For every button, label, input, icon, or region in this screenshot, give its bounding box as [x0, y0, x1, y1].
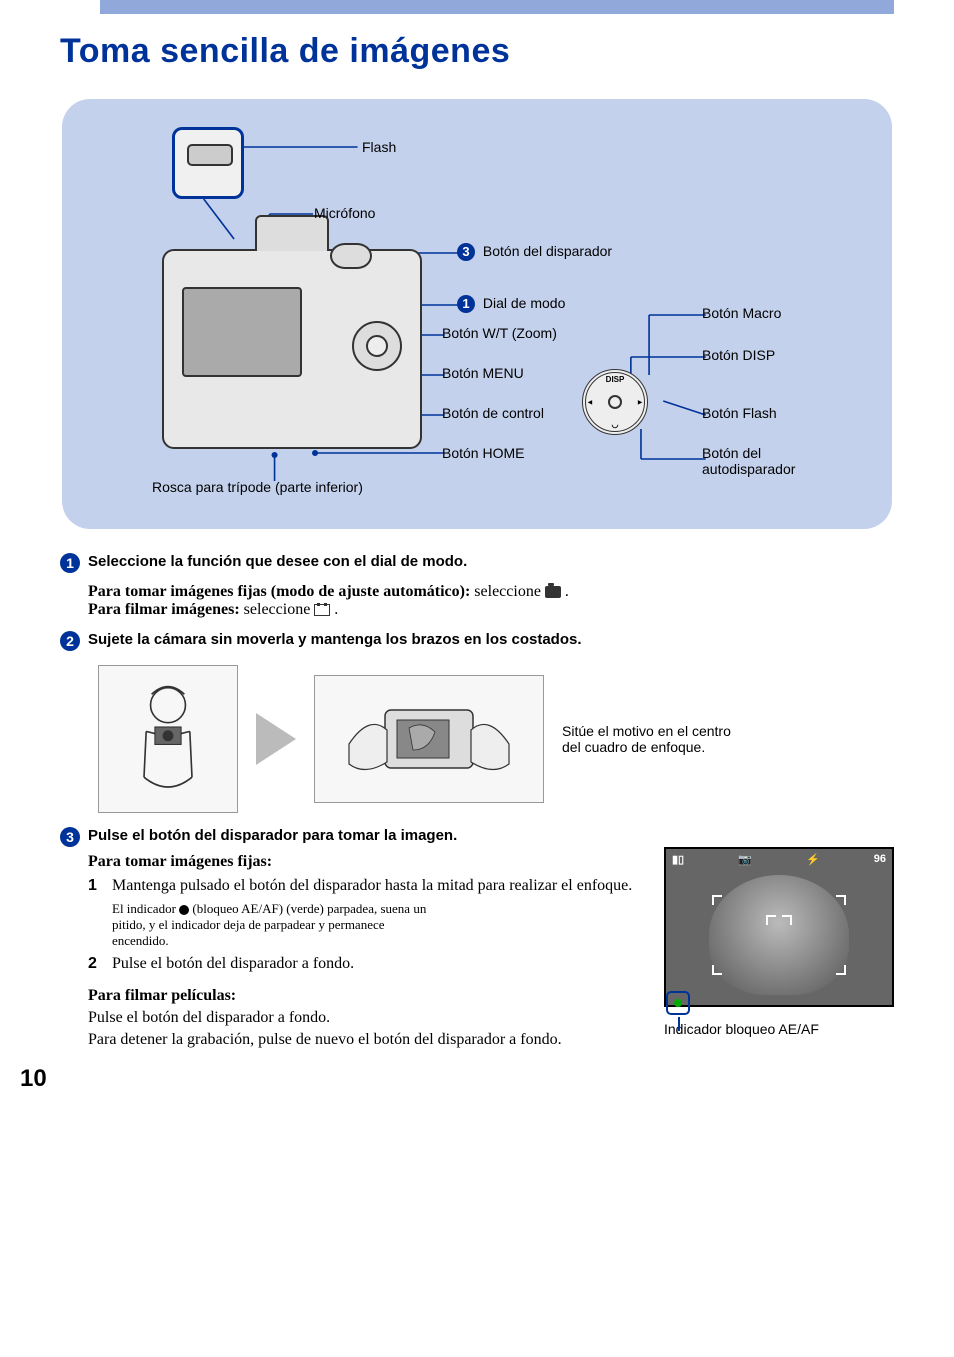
callout-flash-btn: Botón Flash — [702, 405, 777, 421]
lcd-hud: ▮▯ 📷 ⚡ 96 — [672, 853, 886, 866]
callout-microphone: Micrófono — [314, 205, 375, 221]
illus-hands-holding-camera — [314, 675, 544, 803]
callout-flash: Flash — [362, 139, 396, 155]
step-3-badge-icon: 3 — [60, 827, 80, 847]
step-2-badge-icon: 2 — [60, 631, 80, 651]
step-3-sub-movie: Para filmar películas: — [88, 987, 640, 1005]
ae-af-indicator-label: Indicador bloqueo AE/AF — [664, 1021, 894, 1037]
callout-self-timer: Botón del autodisparador — [702, 445, 832, 477]
lcd-subject — [709, 875, 849, 995]
callout-control: Botón de control — [442, 405, 544, 421]
step-3: 3 Pulse el botón del disparador para tom… — [60, 827, 894, 1049]
callout-disp: Botón DISP — [702, 347, 775, 363]
flash-hud-icon: ⚡ — [806, 853, 820, 866]
header-bar — [100, 0, 894, 14]
ae-af-indicator-icon — [666, 991, 690, 1015]
page-title: Toma sencilla de imágenes — [60, 32, 894, 71]
mode-icon: 📷 — [738, 853, 752, 866]
camera-body — [162, 249, 422, 449]
callout-zoom: Botón W/T (Zoom) — [442, 325, 557, 341]
step-3-p2: Para detener la grabación, pulse de nuev… — [88, 1031, 640, 1049]
step-3-small-note: El indicador (bloqueo AE/AF) (verde) par… — [112, 901, 432, 949]
flash-inset — [172, 127, 244, 199]
arrow-right-icon — [256, 713, 296, 765]
camera-icon — [545, 586, 561, 598]
callout-home: Botón HOME — [442, 445, 524, 461]
step-1-still-label: Para tomar imágenes fijas (modo de ajust… — [88, 583, 470, 600]
lcd-frame: ▮▯ 📷 ⚡ 96 — [664, 847, 894, 1007]
camera-lcd — [182, 287, 302, 377]
badge-1-icon: 1 — [457, 295, 475, 313]
step-3-item-2: Pulse el botón del disparador a fondo. — [112, 955, 354, 973]
step-3-sub-still: Para tomar imágenes fijas: — [88, 853, 640, 871]
frame-count: 96 — [874, 853, 886, 866]
step-3-p1: Pulse el botón del disparador a fondo. — [88, 1009, 640, 1027]
camera-mode-dial — [330, 243, 372, 269]
step-2: 2 Sujete la cámara sin moverla y manteng… — [60, 631, 894, 813]
lcd-preview: ▮▯ 📷 ⚡ 96 — [664, 847, 894, 1037]
step-1-heading: Seleccione la función que desee con el d… — [88, 553, 467, 570]
camera-control-wheel — [352, 321, 402, 371]
step-3-item-1: Mantenga pulsado el botón del disparador… — [112, 877, 632, 895]
camera-diagram-panel: DISP ◡ ▸ ◂ Flash Micrófono 3 Botón del d… — [62, 99, 892, 529]
badge-3-icon: 3 — [457, 243, 475, 261]
battery-icon: ▮▯ — [672, 853, 684, 866]
step-1-movie-label: Para filmar imágenes: — [88, 601, 240, 618]
illus-person-holding-camera — [98, 665, 238, 813]
step-2-note: Sitúe el motivo en el centro del cuadro … — [562, 723, 742, 755]
dot-icon — [179, 905, 189, 915]
dpad-inset: DISP ◡ ▸ ◂ — [582, 369, 648, 435]
step-1-badge-icon: 1 — [60, 553, 80, 573]
page-number: 10 — [20, 1065, 47, 1093]
step-2-heading: Sujete la cámara sin moverla y mantenga … — [88, 631, 582, 648]
callout-macro: Botón Macro — [702, 305, 781, 321]
callout-mode-dial: 1 Dial de modo — [457, 295, 565, 313]
step-3-heading: Pulse el botón del disparador para tomar… — [88, 827, 457, 844]
callout-shutter: 3 Botón del disparador — [457, 243, 612, 261]
step-1: 1 Seleccione la función que desee con el… — [60, 553, 894, 619]
film-icon — [314, 604, 330, 616]
callout-tripod: Rosca para trípode (parte inferior) — [152, 479, 363, 495]
callout-menu: Botón MENU — [442, 365, 524, 381]
step-3-list: 1 Mantenga pulsado el botón del disparad… — [88, 877, 640, 895]
dpad-disp-label: DISP — [606, 375, 625, 384]
